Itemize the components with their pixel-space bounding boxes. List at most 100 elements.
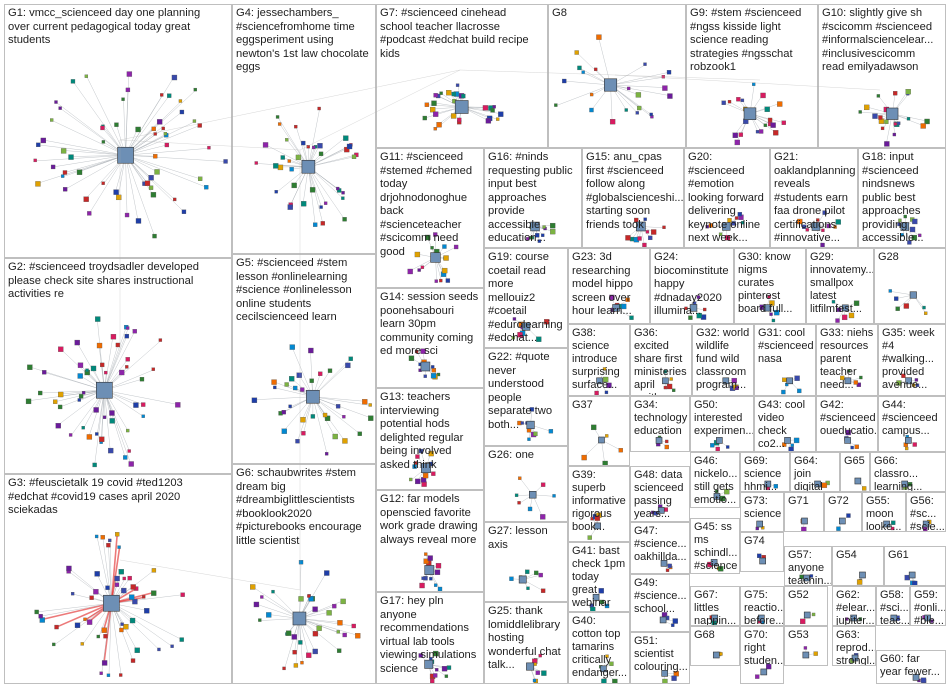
node xyxy=(589,107,594,113)
node xyxy=(854,444,859,449)
edge xyxy=(125,155,201,180)
node xyxy=(144,180,151,186)
node xyxy=(888,289,892,293)
node xyxy=(912,580,918,585)
node xyxy=(770,122,776,128)
edge xyxy=(308,108,320,167)
node xyxy=(86,434,93,440)
node xyxy=(773,130,779,136)
node xyxy=(133,402,139,408)
node xyxy=(306,145,310,149)
node xyxy=(312,145,316,150)
node xyxy=(300,387,305,392)
group-network-g59 xyxy=(922,614,934,623)
node xyxy=(115,342,121,348)
node xyxy=(310,414,316,419)
hub-node xyxy=(526,662,535,671)
group-box-g59: G59: #onli... #ble... #per... xyxy=(910,586,946,626)
node xyxy=(74,622,81,628)
edge xyxy=(252,586,300,619)
node xyxy=(77,373,83,379)
node xyxy=(295,154,302,161)
node xyxy=(696,295,701,299)
node xyxy=(318,151,324,157)
edge xyxy=(56,602,112,628)
group-box-g74: G74 xyxy=(740,532,784,572)
node xyxy=(664,444,669,450)
edge xyxy=(29,366,105,391)
node xyxy=(141,414,145,418)
hub-node xyxy=(854,477,862,485)
group-network-g63 xyxy=(850,653,859,664)
group-network-g32 xyxy=(722,377,739,391)
node xyxy=(318,371,323,376)
edge xyxy=(104,327,127,391)
node xyxy=(86,619,93,625)
node xyxy=(549,222,556,229)
node xyxy=(446,90,452,96)
node xyxy=(763,123,768,127)
edge xyxy=(104,336,128,391)
node xyxy=(537,239,542,243)
node xyxy=(417,268,421,272)
node xyxy=(135,126,141,133)
node xyxy=(708,223,714,228)
node xyxy=(428,450,434,457)
node xyxy=(864,104,870,111)
node xyxy=(758,129,764,134)
node xyxy=(54,624,59,630)
group-box-g35: G35: week #4 #walking... provided avenue… xyxy=(878,324,946,396)
node xyxy=(907,240,912,245)
node xyxy=(845,429,851,436)
node xyxy=(826,223,831,229)
group-box-g6: G6: schaubwrites #stem dream big #dreamb… xyxy=(232,464,376,684)
group-network-g57 xyxy=(799,574,814,582)
group-network-g28 xyxy=(888,289,928,315)
hub-node xyxy=(859,571,866,579)
node xyxy=(52,642,56,647)
node xyxy=(692,301,697,305)
node xyxy=(432,111,439,117)
node xyxy=(53,399,58,404)
group-network-g9 xyxy=(721,82,786,146)
node xyxy=(552,494,556,498)
node xyxy=(518,476,522,480)
group-box-g4: G4: jessechambers_ #sciencefromhome time… xyxy=(232,4,376,254)
group-network-g34 xyxy=(655,435,669,450)
node xyxy=(606,382,612,389)
group-network-g36 xyxy=(662,370,676,392)
node xyxy=(50,118,54,122)
node xyxy=(534,570,539,576)
node xyxy=(496,117,500,121)
node xyxy=(345,362,351,369)
node xyxy=(737,212,743,217)
group-network-g21 xyxy=(797,210,841,247)
node xyxy=(766,663,772,670)
node xyxy=(732,132,738,138)
node xyxy=(802,224,807,229)
node xyxy=(525,569,530,574)
node xyxy=(102,415,107,419)
node xyxy=(637,105,642,111)
node xyxy=(430,106,436,113)
node xyxy=(533,431,538,437)
node xyxy=(271,379,277,385)
group-box-g3: G3: #feuscietalk 19 covid #ted1203 #edch… xyxy=(4,474,232,684)
group-box-g19: G19: course coetail read more mellouiz2 … xyxy=(484,248,568,348)
node xyxy=(764,106,770,112)
node xyxy=(520,421,524,425)
node xyxy=(535,233,540,238)
node xyxy=(130,658,136,663)
hub-node xyxy=(657,507,665,514)
node xyxy=(298,640,303,645)
edge xyxy=(255,603,300,619)
node xyxy=(164,142,170,148)
group-network-g54 xyxy=(856,571,866,585)
node xyxy=(156,119,163,125)
node xyxy=(591,424,597,431)
node xyxy=(40,137,47,144)
node xyxy=(724,235,731,241)
node xyxy=(412,464,417,469)
group-network-g7 xyxy=(422,83,504,131)
node xyxy=(109,410,115,416)
